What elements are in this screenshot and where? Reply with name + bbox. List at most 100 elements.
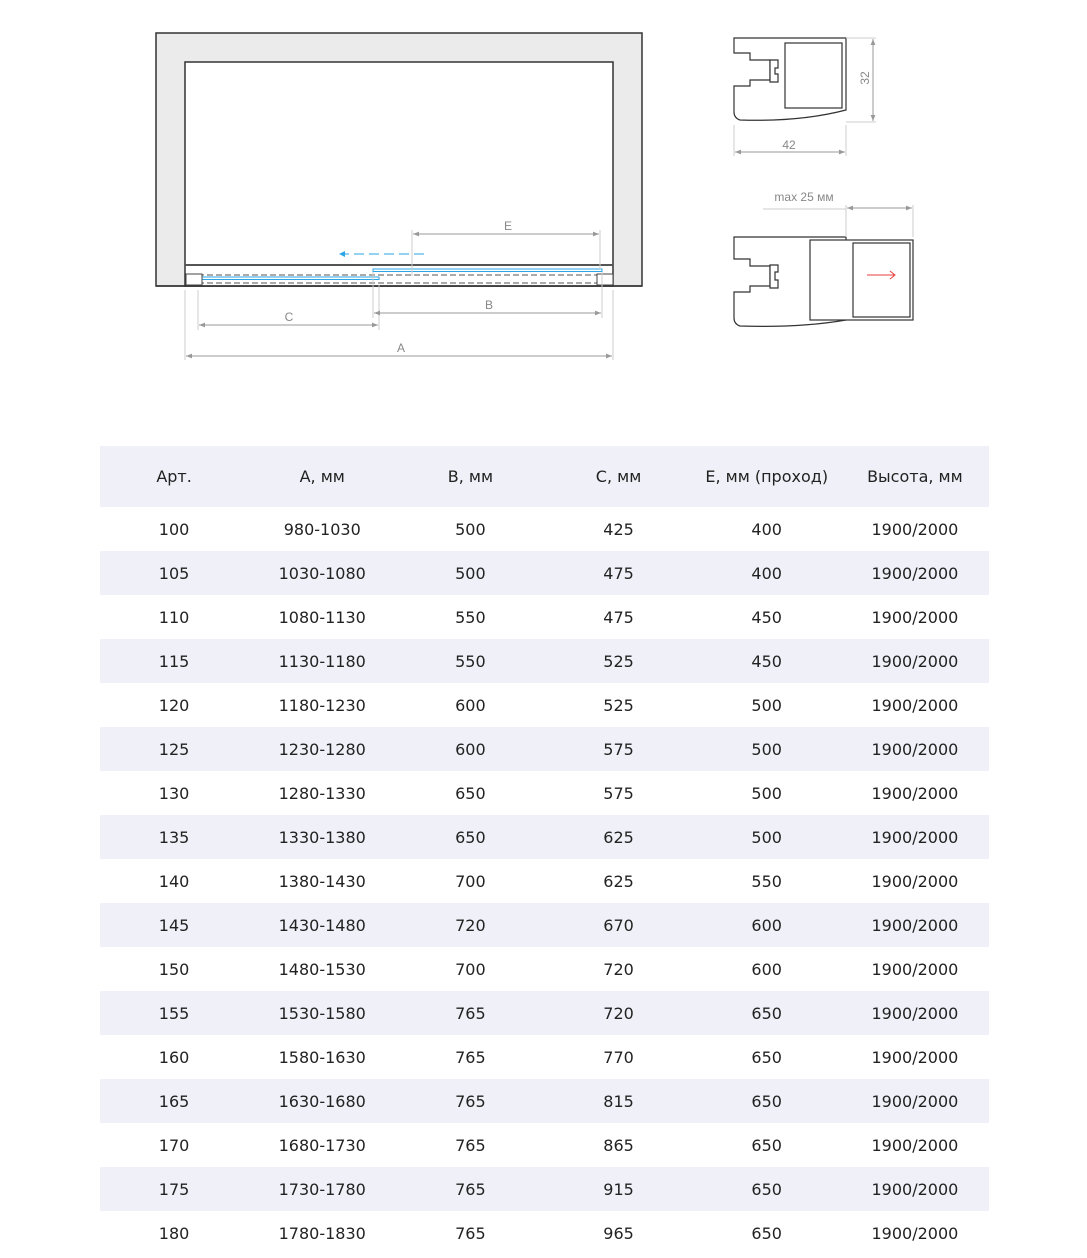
table-cell: 600	[396, 727, 545, 771]
table-cell: 180	[158, 1223, 190, 1243]
table-cell: 700	[455, 959, 486, 979]
table-cell: 650	[455, 783, 486, 803]
size-specification-table: Арт. A, мм B, мм C, мм E, мм (проход) Высота,…	[100, 446, 989, 1255]
table-cell: 965	[603, 1223, 634, 1243]
table-cell: 600	[751, 959, 782, 979]
table-cell: 110	[158, 607, 190, 627]
table-cell: 650	[396, 815, 545, 859]
table-row: 180 1780-1830 765 965 650 1900/2000	[100, 1211, 989, 1255]
table-cell: 1180-1230	[278, 695, 366, 715]
table-cell: 400	[751, 519, 782, 539]
table-cell: 650	[692, 1079, 841, 1123]
table-cell: 765	[455, 1135, 486, 1155]
adjustment-range-label: max 25 мм	[774, 190, 833, 204]
table-row: 155 1530-1580 765 720 650 1900/2000	[100, 991, 989, 1035]
table-row: 145 1430-1480 720 670 600 1900/2000	[100, 903, 989, 947]
table-cell: 700	[455, 871, 486, 891]
table-row: 125 1230-1280 600 575 500 1900/2000	[100, 727, 989, 771]
table-cell: 1900/2000	[871, 1223, 959, 1243]
table-cell: 500	[751, 783, 782, 803]
table-cell: 765	[455, 1223, 486, 1243]
table-cell: 475	[544, 551, 693, 595]
table-header-row: Арт. A, мм B, мм C, мм E, мм (проход) Высота,…	[100, 446, 989, 507]
table-cell: 450	[692, 639, 841, 683]
table-cell: 1530-1580	[248, 991, 397, 1035]
table-cell: 980-1030	[283, 519, 361, 539]
table-cell: 1900/2000	[840, 1079, 989, 1123]
table-cell: 170	[158, 1135, 190, 1155]
profile-height-label: 32	[858, 71, 872, 85]
table-cell: 1580-1630	[278, 1047, 366, 1067]
table-cell: 650	[751, 1223, 782, 1243]
profile-width-label: 42	[782, 138, 796, 152]
column-header: Высота, мм	[840, 446, 989, 507]
table-cell: 550	[751, 871, 782, 891]
table-cell: 915	[544, 1167, 693, 1211]
table-cell: 140	[158, 871, 190, 891]
table-cell: 100	[158, 519, 190, 539]
table-cell: 765	[396, 1167, 545, 1211]
label-c: C	[285, 310, 294, 324]
table-cell: 145	[100, 903, 249, 947]
table-cell: 720	[544, 991, 693, 1035]
table-cell: 1900/2000	[871, 1047, 959, 1067]
table-cell: 500	[455, 519, 486, 539]
table-cell: 175	[100, 1167, 249, 1211]
table-cell: 525	[603, 695, 634, 715]
table-cell: 1900/2000	[871, 1135, 959, 1155]
wall-profile-section	[733, 37, 876, 156]
table-row: 135 1330-1380 650 625 500 1900/2000	[100, 815, 989, 859]
table-cell: 720	[396, 903, 545, 947]
table-cell: 1900/2000	[840, 1167, 989, 1211]
top-view-plan: A C B E	[155, 32, 643, 360]
table-cell: 1900/2000	[871, 871, 959, 891]
column-header: B, мм	[396, 446, 545, 507]
table-cell: 1630-1680	[248, 1079, 397, 1123]
table-cell: 650	[751, 1047, 782, 1067]
table-cell: 1900/2000	[840, 815, 989, 859]
fixed-glass-panel	[372, 268, 603, 272]
table-cell: 625	[544, 815, 693, 859]
table-cell: 815	[544, 1079, 693, 1123]
table-cell: 500	[692, 815, 841, 859]
table-cell: 115	[100, 639, 249, 683]
table-cell: 1130-1180	[248, 639, 397, 683]
table-cell: 1900/2000	[840, 903, 989, 947]
column-header: A, мм	[248, 446, 397, 507]
table-cell: 165	[100, 1079, 249, 1123]
table-row: 130 1280-1330 650 575 500 1900/2000	[100, 771, 989, 815]
table-row: 160 1580-1630 765 770 650 1900/2000	[100, 1035, 989, 1079]
table-cell: 150	[158, 959, 190, 979]
table-cell: 1330-1380	[248, 815, 397, 859]
table-cell: 500	[751, 695, 782, 715]
table-cell: 650	[751, 1135, 782, 1155]
table-cell: 160	[158, 1047, 190, 1067]
table-cell: 575	[603, 783, 634, 803]
table-cell: 550	[455, 607, 486, 627]
table-cell: 575	[544, 727, 693, 771]
column-header: Арт.	[100, 446, 249, 507]
table-row: 105 1030-1080 500 475 400 1900/2000	[100, 551, 989, 595]
table-cell: 1680-1730	[278, 1135, 366, 1155]
table-cell: 475	[603, 607, 634, 627]
table-row: 110 1080-1130 550 475 450 1900/2000	[100, 595, 989, 639]
table-row: 115 1130-1180 550 525 450 1900/2000	[100, 639, 989, 683]
table-cell: 525	[544, 639, 693, 683]
table-cell: 105	[100, 551, 249, 595]
table-cell: 550	[396, 639, 545, 683]
table-cell: 155	[100, 991, 249, 1035]
table-cell: 1900/2000	[840, 991, 989, 1035]
table-cell: 1900/2000	[871, 783, 959, 803]
table-cell: 1900/2000	[871, 607, 959, 627]
table-cell: 1030-1080	[248, 551, 397, 595]
table-cell: 765	[396, 1079, 545, 1123]
column-header: E, мм (проход)	[692, 446, 841, 507]
table-cell: 1900/2000	[871, 959, 959, 979]
table-row: 100 980-1030 500 425 400 1900/2000	[100, 507, 989, 551]
shower-door-diagram: A C B E 42 32 max 25 мм	[155, 32, 914, 360]
table-cell: 1900/2000	[871, 519, 959, 539]
label-a: A	[397, 341, 405, 355]
table-cell: 765	[455, 1047, 486, 1067]
table-cell: 765	[396, 991, 545, 1035]
table-cell: 650	[692, 1167, 841, 1211]
